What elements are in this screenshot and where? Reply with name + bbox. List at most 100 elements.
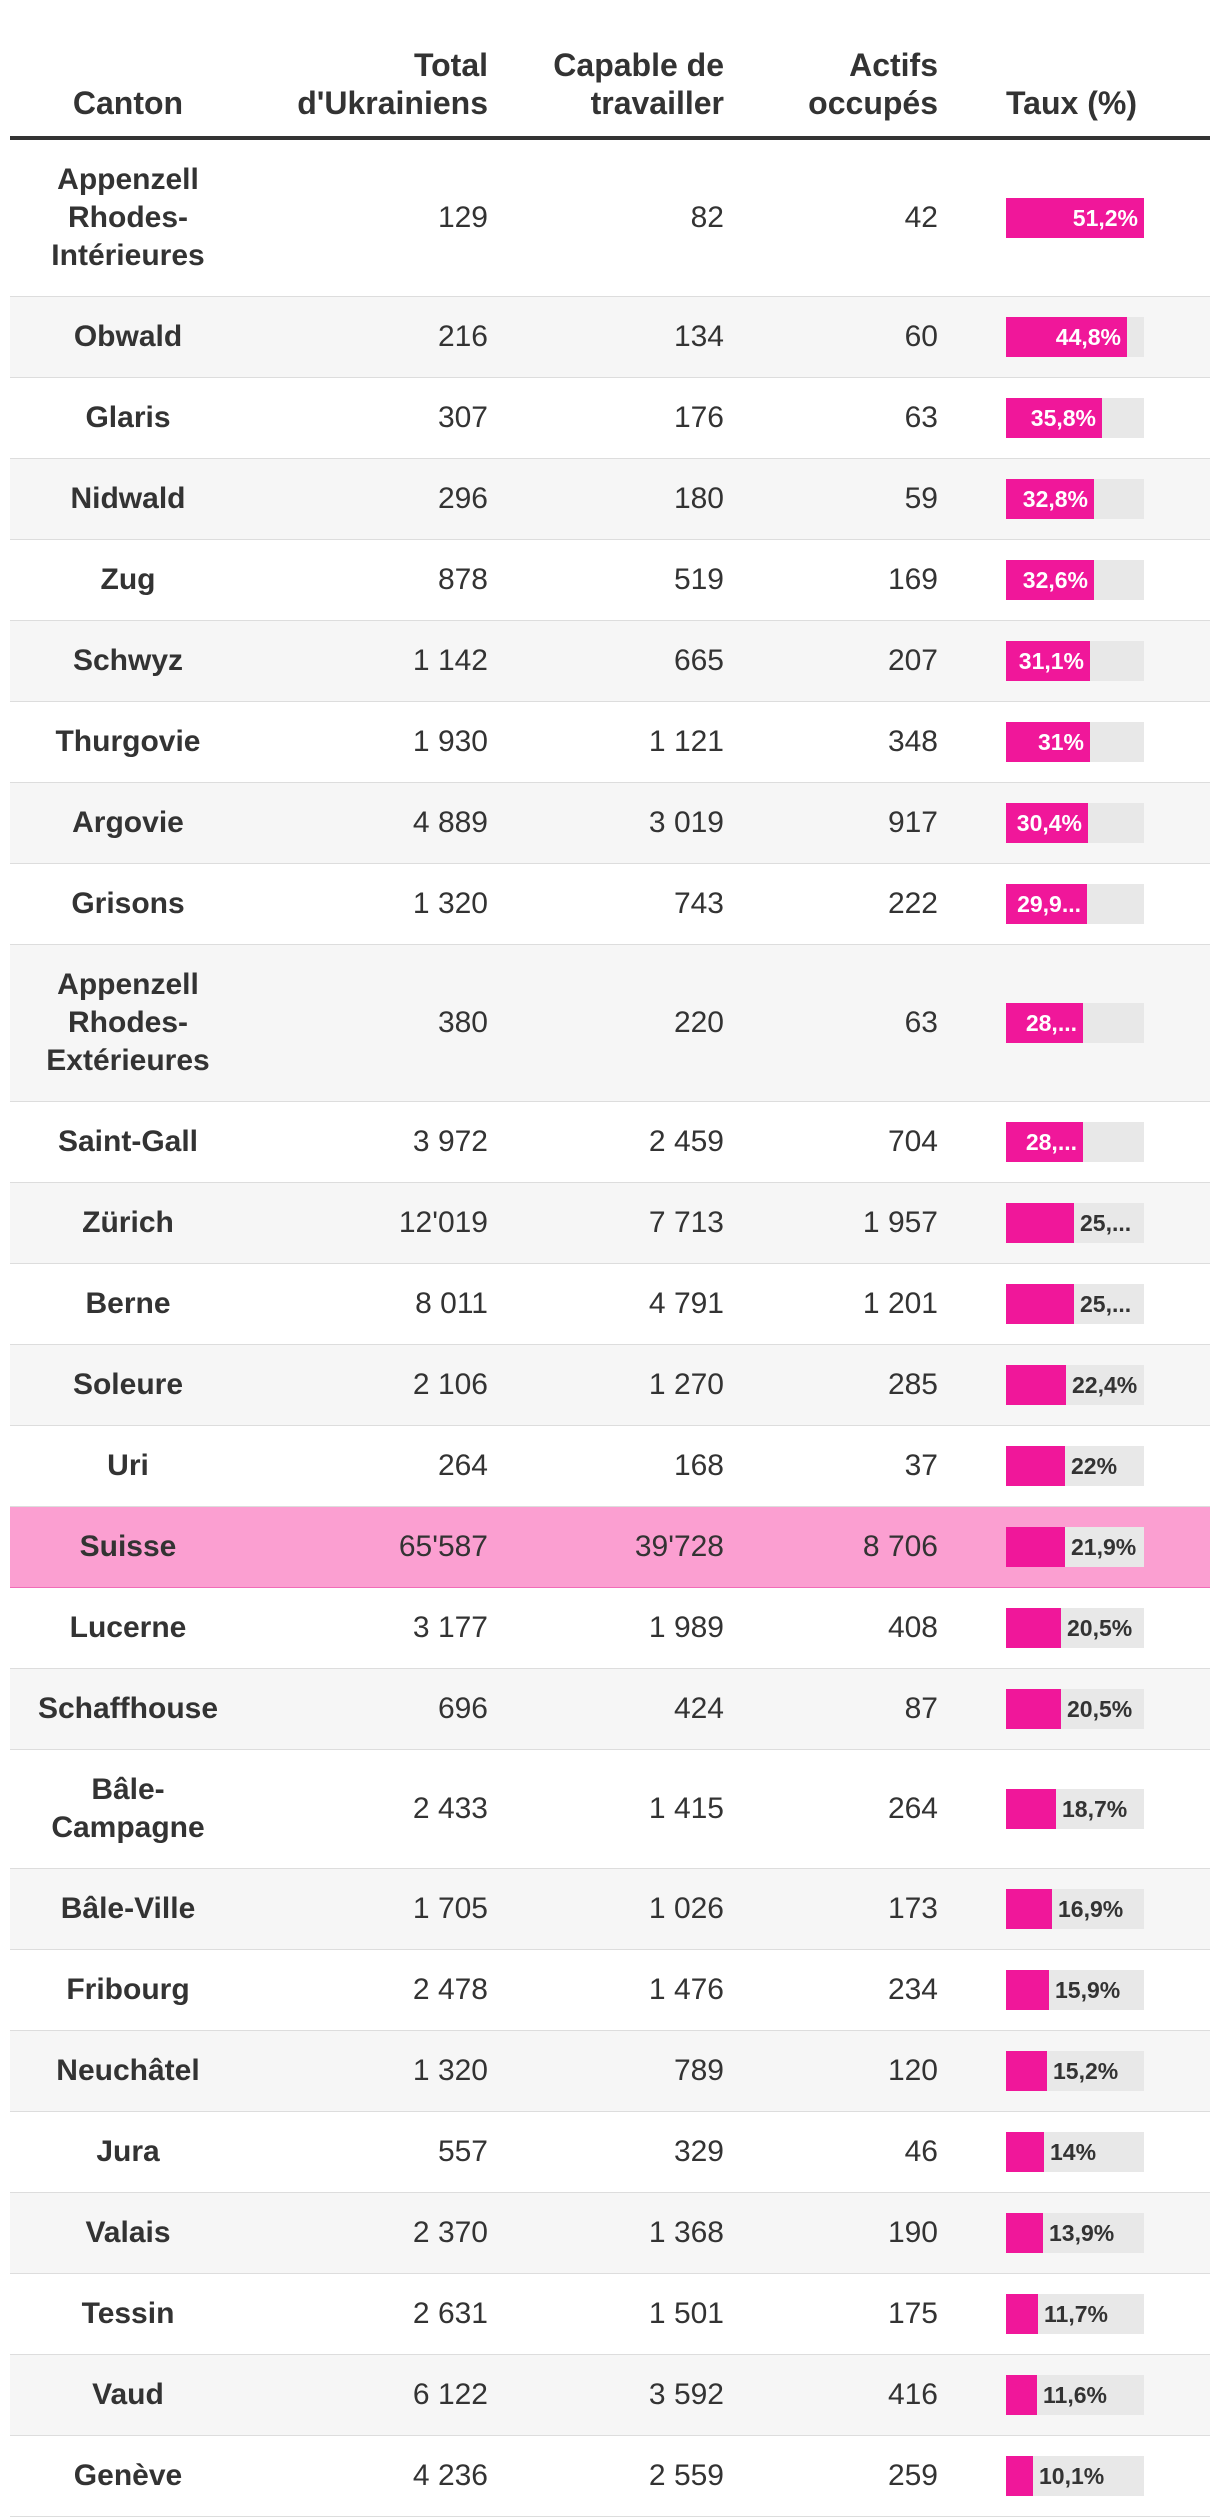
column-header-capable[interactable]: Capable de travailler — [526, 36, 762, 140]
table-row: Nidwald 296 180 59 32,8% — [10, 458, 1210, 540]
cell-actifs: 259 — [762, 2435, 976, 2517]
cell-total: 380 — [246, 944, 526, 1102]
cell-actifs: 285 — [762, 1344, 976, 1426]
cell-canton: Argovie — [10, 782, 246, 864]
bar-value-label: 13,9% — [1049, 2220, 1115, 2246]
table-row: Valais 2 370 1 368 190 13,9% — [10, 2192, 1210, 2274]
cell-actifs: 408 — [762, 1587, 976, 1669]
cell-capable: 220 — [526, 944, 762, 1102]
bar-value-label: 11,6% — [1043, 2382, 1107, 2408]
canton-table: Canton Total d'Ukrainiens Capable de tra… — [10, 36, 1210, 2517]
table-row: Saint-Gall 3 972 2 459 704 28,... — [10, 1101, 1210, 1183]
bar-fill — [1006, 2132, 1044, 2172]
cell-taux: 15,9% — [976, 1949, 1210, 2031]
bar-track: 16,9% — [1006, 1889, 1144, 1929]
cell-canton: Obwald — [10, 296, 246, 378]
cell-total: 129 — [246, 138, 526, 297]
cell-total: 4 889 — [246, 782, 526, 864]
table-row: Schwyz 1 142 665 207 31,1% — [10, 620, 1210, 702]
cell-capable: 180 — [526, 458, 762, 540]
table-row: Soleure 2 106 1 270 285 22,4% — [10, 1344, 1210, 1426]
cell-capable: 2 459 — [526, 1101, 762, 1183]
table-row-highlighted: Suisse 65'587 39'728 8 706 21,9% — [10, 1506, 1210, 1588]
bar-track: 32,6% — [1006, 560, 1144, 600]
cell-capable: 1 270 — [526, 1344, 762, 1426]
table-row: Berne 8 011 4 791 1 201 25,... — [10, 1263, 1210, 1345]
cell-actifs: 63 — [762, 377, 976, 459]
table-row: Genève 4 236 2 559 259 10,1% — [10, 2435, 1210, 2517]
bar-fill — [1006, 2294, 1038, 2334]
table-row: Lucerne 3 177 1 989 408 20,5% — [10, 1587, 1210, 1669]
cell-taux: 44,8% — [976, 296, 1210, 378]
bar-fill — [1006, 884, 1087, 924]
cell-taux: 25,... — [976, 1263, 1210, 1345]
table-row: Zürich 12'019 7 713 1 957 25,... — [10, 1182, 1210, 1264]
bar-track: 21,9% — [1006, 1527, 1144, 1567]
bar-value-label: 25,... — [1080, 1210, 1132, 1236]
table-row: Schaffhouse 696 424 87 20,5% — [10, 1668, 1210, 1750]
bar-track: 11,6% — [1006, 2375, 1144, 2415]
cell-capable: 329 — [526, 2111, 762, 2193]
bar-value-label: 11,7% — [1044, 2301, 1108, 2327]
cell-taux: 20,5% — [976, 1587, 1210, 1669]
bar-value-label: 20,5% — [1067, 1696, 1133, 1722]
cell-capable: 39'728 — [526, 1506, 762, 1588]
cell-taux: 16,9% — [976, 1868, 1210, 1950]
cell-taux: 13,9% — [976, 2192, 1210, 2274]
bar-fill — [1006, 2456, 1033, 2496]
cell-total: 12'019 — [246, 1182, 526, 1264]
table-row: Jura 557 329 46 14% — [10, 2111, 1210, 2193]
bar-track: 31,1% — [1006, 641, 1144, 681]
cell-canton: Genève — [10, 2435, 246, 2517]
bar-track: 44,8% — [1006, 317, 1144, 357]
cell-actifs: 59 — [762, 458, 976, 540]
bar-value-label: 35,8% — [1030, 405, 1096, 431]
cell-total: 8 011 — [246, 1263, 526, 1345]
cell-total: 2 433 — [246, 1749, 526, 1869]
cell-actifs: 348 — [762, 701, 976, 783]
cell-taux: 30,4% — [976, 782, 1210, 864]
bar-value-label: 51,2% — [1072, 205, 1138, 231]
cell-taux: 22,4% — [976, 1344, 1210, 1426]
table-row: Uri 264 168 37 22% — [10, 1425, 1210, 1507]
bar-track: 29,9... — [1006, 884, 1144, 924]
cell-taux: 15,2% — [976, 2030, 1210, 2112]
cell-taux: 28,... — [976, 1101, 1210, 1183]
cell-capable: 1 026 — [526, 1868, 762, 1950]
bar-fill — [1006, 1284, 1074, 1324]
cell-actifs: 207 — [762, 620, 976, 702]
table-row: Tessin 2 631 1 501 175 11,7% — [10, 2273, 1210, 2355]
cell-total: 264 — [246, 1425, 526, 1507]
column-header-canton[interactable]: Canton — [10, 36, 246, 140]
column-header-taux[interactable]: Taux (%) — [976, 36, 1210, 140]
column-header-actifs[interactable]: Actifs occupés — [762, 36, 976, 140]
bar-value-label: 32,6% — [1022, 567, 1088, 593]
cell-total: 4 236 — [246, 2435, 526, 2517]
cell-canton: Neuchâtel — [10, 2030, 246, 2112]
cell-actifs: 1 957 — [762, 1182, 976, 1264]
cell-actifs: 416 — [762, 2354, 976, 2436]
cell-capable: 82 — [526, 138, 762, 297]
cell-capable: 789 — [526, 2030, 762, 2112]
cell-actifs: 87 — [762, 1668, 976, 1750]
bar-fill — [1006, 1446, 1065, 1486]
cell-canton: Lucerne — [10, 1587, 246, 1669]
cell-actifs: 264 — [762, 1749, 976, 1869]
bar-fill — [1006, 1789, 1056, 1829]
bar-value-label: 15,2% — [1053, 2058, 1119, 2084]
cell-total: 878 — [246, 539, 526, 621]
bar-track: 25,... — [1006, 1284, 1144, 1324]
table-row: Argovie 4 889 3 019 917 30,4% — [10, 782, 1210, 864]
cell-actifs: 60 — [762, 296, 976, 378]
table-row: Bâle-Ville 1 705 1 026 173 16,9% — [10, 1868, 1210, 1950]
cell-taux: 10,1% — [976, 2435, 1210, 2517]
column-header-total[interactable]: Total d'Ukrainiens — [246, 36, 526, 140]
bar-value-label: 32,8% — [1022, 486, 1088, 512]
bar-track: 10,1% — [1006, 2456, 1144, 2496]
cell-canton: Schwyz — [10, 620, 246, 702]
bar-track: 15,9% — [1006, 1970, 1144, 2010]
cell-actifs: 917 — [762, 782, 976, 864]
cell-actifs: 63 — [762, 944, 976, 1102]
bar-fill — [1006, 2051, 1047, 2091]
